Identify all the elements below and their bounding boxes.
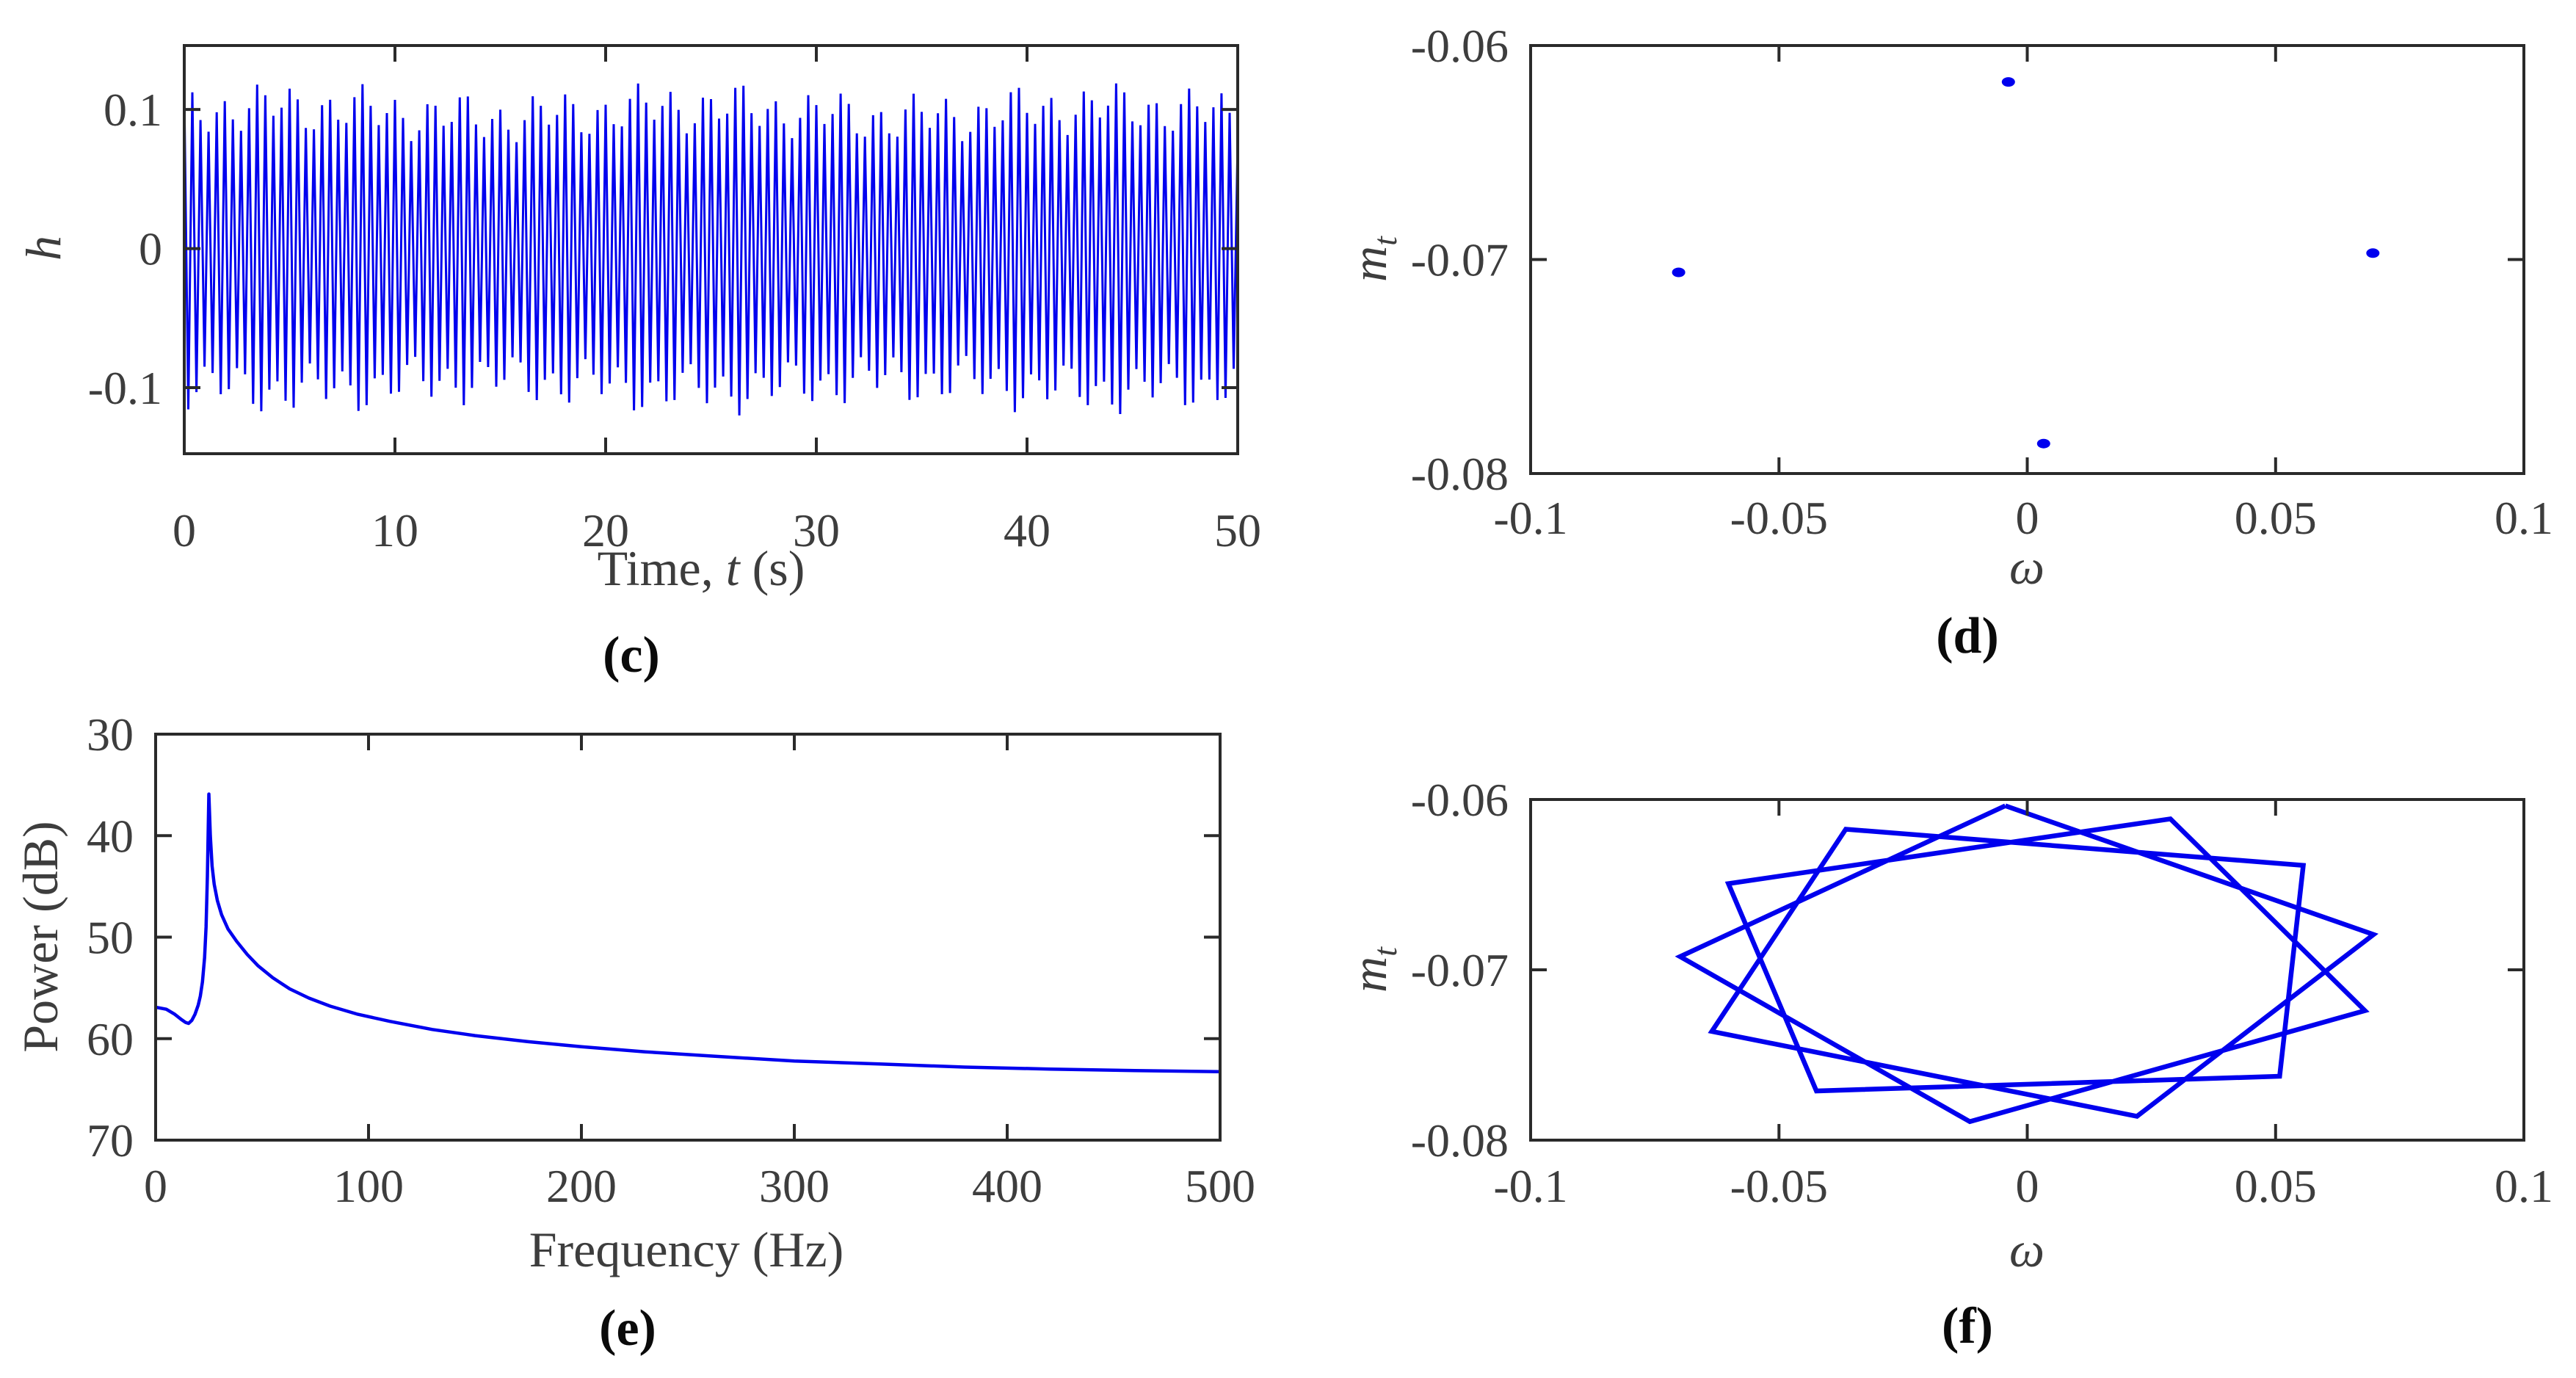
panel-e-plot: 0 100 200 300 400 500 70 60 50 40 30 [87, 708, 1255, 1212]
panel-e-xlabel: Frequency (Hz) [529, 1222, 844, 1277]
panel-e-series [155, 792, 1221, 1073]
panel-c-sublabel: (c) [603, 627, 660, 683]
panel-d-xtick-label: -0.05 [1730, 492, 1828, 544]
panel-d-xtick-label: 0.1 [2495, 492, 2553, 544]
panel-e-ytick-label: 30 [87, 708, 134, 761]
panel-f-axes-frame [1529, 798, 2525, 1142]
panel-f-ytick-label: -0.06 [1411, 774, 1509, 826]
panel-e-ylabel: Power (dB) [12, 821, 68, 1052]
panel-f-xtick-label: 0.05 [2235, 1160, 2317, 1212]
panel-f-ytick-label: -0.08 [1411, 1114, 1509, 1167]
panel-d-xtick-label: 0 [2016, 492, 2039, 544]
panel-f-ytick-label: -0.07 [1411, 944, 1509, 996]
panel-c-axes-frame [183, 44, 1239, 455]
panel-f-xlabel: ω [2009, 1222, 2045, 1277]
panel-d-sublabel: (d) [1936, 608, 1999, 664]
panel-c-xtick-label: 50 [1214, 504, 1261, 556]
panel-d-plot: -0.1 -0.05 0 0.05 0.1 -0.06 -0.07 -0.08 [1411, 20, 2553, 544]
panel-c-xtick-label: 30 [793, 504, 840, 556]
panel-c-ytick-label: -0.1 [88, 362, 162, 414]
panel-d-ylabel: mt [1341, 236, 1404, 282]
panel-f-sublabel: (f) [1942, 1298, 1993, 1355]
panel-d-series [1672, 77, 2380, 449]
panel-e-ytick-label: 40 [87, 810, 134, 862]
panel-d-ytick-label: -0.06 [1411, 20, 1509, 72]
panel-e-ytick-label: 70 [87, 1114, 134, 1167]
panel-d-ytick-label: -0.07 [1411, 234, 1509, 286]
panel-e-ytick-label: 60 [87, 1013, 134, 1065]
panel-d-axes-frame [1529, 44, 2525, 475]
panel-c-ytick-label: 0 [139, 223, 162, 275]
panel-e-axes-frame [154, 733, 1222, 1142]
panel-c-xtick-label: 0 [173, 504, 196, 556]
panel-c-xtick-label: 40 [1004, 504, 1051, 556]
panel-d-ytick-label: -0.08 [1411, 448, 1509, 500]
panel-c-ytick-label: 0.1 [104, 84, 162, 136]
panel-e-xtick-label: 100 [333, 1160, 404, 1212]
panel-f-ylabel: mt [1341, 946, 1404, 993]
panel-f-xtick-label: 0 [2016, 1160, 2039, 1212]
panel-f-xtick-label: 0.1 [2495, 1160, 2553, 1212]
panel-c-xtick-label: 20 [582, 504, 629, 556]
panel-c-series [183, 83, 1239, 416]
panel-c-ylabel: h [15, 236, 71, 261]
panel-c-xtick-label: 10 [371, 504, 418, 556]
panel-e-xtick-label: 500 [1185, 1160, 1255, 1212]
panel-d-xtick-label: -0.1 [1493, 492, 1567, 544]
panel-f-plot: -0.1 -0.05 0 0.05 0.1 -0.06 -0.07 -0.08 [1411, 774, 2553, 1212]
panel-c-plot: 0 10 20 30 40 50 0.1 0 -0.1 [88, 44, 1261, 556]
panel-e-xtick-label: 300 [759, 1160, 830, 1212]
panel-f-tick-labels: -0.1 -0.05 0 0.05 0.1 -0.06 -0.07 -0.08 [1411, 774, 2553, 1212]
panel-c-tick-labels: 0 10 20 30 40 50 0.1 0 -0.1 [88, 84, 1261, 556]
panel-d-xlabel: ω [2009, 539, 2045, 595]
panel-e-xtick-label: 400 [972, 1160, 1042, 1212]
panel-e-tick-labels: 0 100 200 300 400 500 70 60 50 40 30 [87, 708, 1255, 1212]
panel-d-tick-labels: -0.1 -0.05 0 0.05 0.1 -0.06 -0.07 -0.08 [1411, 20, 2553, 544]
panel-d-xtick-label: 0.05 [2235, 492, 2317, 544]
panel-f-series [1675, 803, 2379, 1125]
panel-e-xtick-label: 0 [144, 1160, 167, 1212]
panel-e-ytick-label: 50 [87, 912, 134, 964]
panel-f-xtick-label: -0.1 [1493, 1160, 1567, 1212]
panel-c-xlabel: Time, t (s) [598, 540, 805, 596]
panel-e-sublabel: (e) [599, 1300, 656, 1357]
panel-f-xtick-label: -0.05 [1730, 1160, 1828, 1212]
panel-e-xtick-label: 200 [546, 1160, 617, 1212]
